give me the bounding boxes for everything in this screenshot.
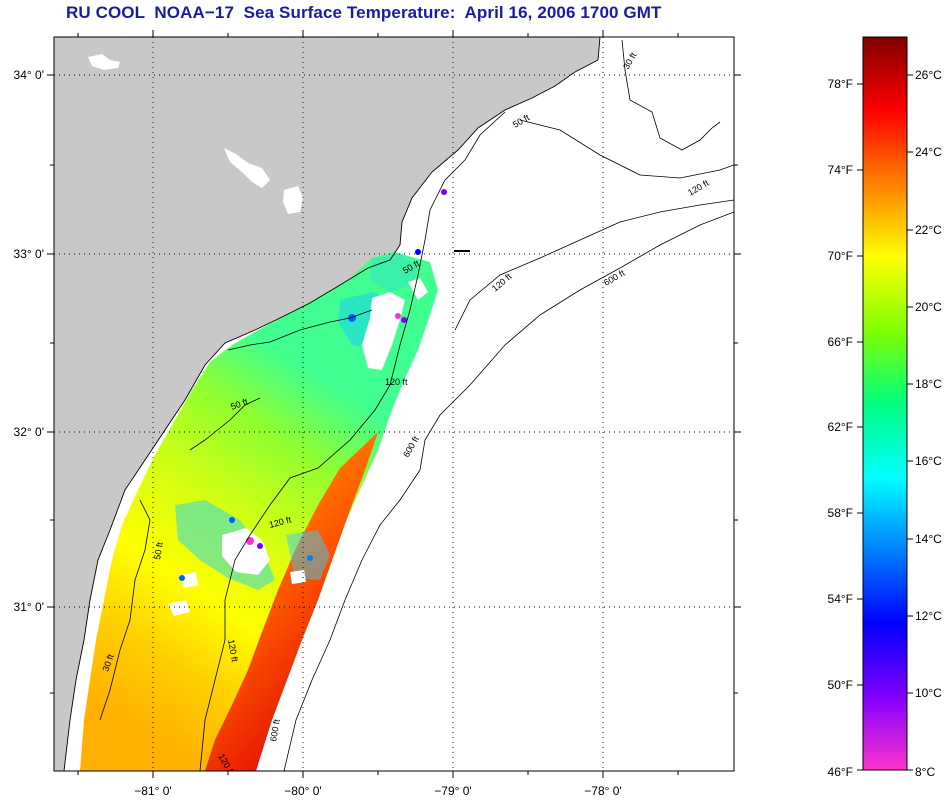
contour-600ft (419, 211, 734, 471)
cold-spot (395, 313, 401, 319)
graticule (54, 37, 734, 771)
celsius-label: 26°C (915, 68, 942, 82)
fahrenheit-label: 74°F (828, 163, 853, 177)
fahrenheit-label: 58°F (828, 506, 853, 520)
contour-120ft-shelf (454, 199, 734, 331)
lat-label: 31° 0' (14, 600, 44, 614)
fahrenheit-label: 50°F (828, 678, 853, 692)
contour-label: 120 ft (385, 377, 408, 387)
inland-lake (283, 186, 303, 214)
celsius-label: 16°C (915, 454, 942, 468)
celsius-label: 14°C (915, 532, 942, 546)
fahrenheit-label: 46°F (828, 765, 853, 779)
warm-water-region (205, 432, 378, 771)
celsius-label: 8°C (915, 765, 935, 779)
axis-ticks (47, 30, 741, 778)
lon-label: −78° 0' (584, 784, 621, 798)
land-mass (54, 37, 600, 771)
cloud-mask (408, 278, 428, 300)
contour-label: 600 ft (268, 718, 282, 742)
lat-label: 33° 0' (14, 247, 44, 261)
fahrenheit-label: 66°F (828, 335, 853, 349)
fahrenheit-label: 70°F (828, 249, 853, 263)
contour-50ft (227, 309, 373, 351)
celsius-label: 10°C (915, 686, 942, 700)
contour-30ft-south (99, 499, 151, 721)
celsius-label: 20°C (915, 300, 942, 314)
inland-lake (224, 148, 270, 188)
cold-spot (441, 189, 447, 195)
cool-water-patch (286, 530, 330, 580)
map-title: RU COOL NOAA−17 Sea Surface Temperature:… (66, 3, 662, 22)
map-frame (53, 36, 735, 772)
contour-label: 120 ft (226, 639, 240, 663)
contour-50ft-mid (189, 397, 261, 451)
cloud-mask (290, 570, 306, 584)
cold-spot (415, 249, 421, 255)
cold-spot (257, 543, 263, 549)
lat-label: 32° 0' (14, 425, 44, 439)
cloud-mask (362, 292, 405, 370)
cool-water-patch (370, 254, 418, 292)
lat-label: 34° 0' (14, 68, 44, 82)
cloud-mask (180, 572, 198, 588)
cold-spot (348, 314, 356, 322)
contour-30ft (621, 39, 721, 151)
fahrenheit-label: 62°F (828, 420, 853, 434)
cold-spot (401, 317, 407, 323)
contour-120ft-north (519, 119, 734, 179)
inland-lake (88, 54, 120, 70)
lon-label: −79° 0' (434, 784, 471, 798)
cold-spot (307, 555, 313, 561)
contour-label: 50 ft (152, 541, 165, 560)
colorbar-ticks (857, 74, 913, 771)
fahrenheit-label: 78°F (828, 77, 853, 91)
celsius-label: 12°C (915, 609, 942, 623)
fahrenheit-label: 54°F (828, 592, 853, 606)
contour-600ft-south (283, 469, 421, 771)
celsius-label: 24°C (915, 145, 942, 159)
cold-spot (229, 517, 235, 523)
cold-spot (179, 575, 185, 581)
sst-swath (80, 252, 438, 771)
coastline (63, 37, 601, 771)
lon-label: −81° 0' (134, 784, 171, 798)
celsius-label: 18°C (915, 377, 942, 391)
lon-label: −80° 0' (284, 784, 321, 798)
cold-spot (246, 537, 254, 545)
colorbar (862, 36, 908, 771)
celsius-label: 22°C (915, 223, 942, 237)
cloud-mask (168, 600, 190, 616)
contour-120ft-inner (199, 111, 506, 771)
